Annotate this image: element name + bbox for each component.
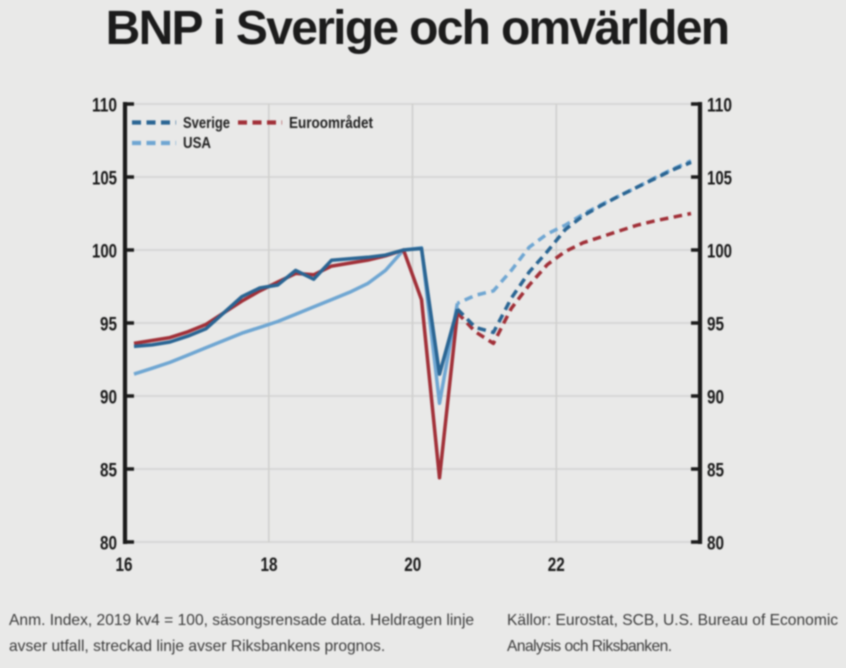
svg-text:85: 85: [100, 461, 117, 482]
svg-text:85: 85: [707, 461, 724, 482]
svg-text:18: 18: [261, 555, 278, 576]
svg-text:105: 105: [92, 169, 117, 190]
svg-text:110: 110: [92, 96, 117, 117]
svg-text:USA: USA: [183, 135, 211, 152]
svg-text:Sverige: Sverige: [183, 115, 230, 132]
svg-text:Euroområdet: Euroområdet: [289, 115, 373, 132]
svg-text:95: 95: [100, 315, 117, 336]
svg-text:90: 90: [100, 388, 117, 409]
svg-text:100: 100: [707, 242, 732, 263]
svg-text:90: 90: [707, 388, 724, 409]
svg-text:20: 20: [404, 555, 421, 576]
svg-text:105: 105: [707, 169, 732, 190]
svg-text:80: 80: [100, 534, 117, 555]
svg-text:100: 100: [92, 242, 117, 263]
svg-text:95: 95: [707, 315, 724, 336]
svg-text:16: 16: [116, 555, 133, 576]
svg-text:22: 22: [548, 555, 565, 576]
svg-text:80: 80: [707, 534, 724, 555]
svg-text:110: 110: [707, 96, 732, 117]
